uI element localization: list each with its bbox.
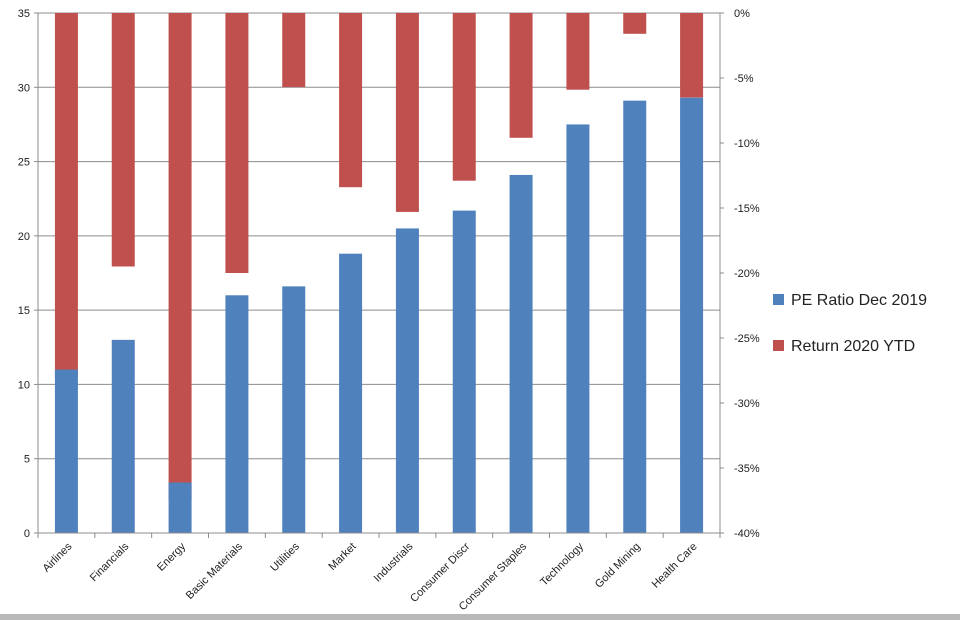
return-bar-basic-materials bbox=[225, 13, 249, 273]
return-bar-consumer-discr bbox=[452, 13, 476, 181]
x-axis-category-label: Health Care bbox=[650, 541, 700, 591]
x-axis-category-label: Financials bbox=[88, 540, 132, 584]
legend-swatch-return bbox=[773, 340, 784, 351]
pe-bar-health-care bbox=[680, 97, 704, 533]
left-axis-tick-label: 20 bbox=[18, 231, 30, 243]
x-axis-category-label: Utilities bbox=[268, 540, 302, 574]
right-axis-tick-label: -30% bbox=[734, 398, 760, 410]
x-axis-category-label: Airlines bbox=[41, 540, 75, 574]
legend-label-pe-ratio: PE Ratio Dec 2019 bbox=[791, 292, 927, 309]
return-bar-utilities bbox=[282, 13, 306, 88]
left-axis-tick-label: 30 bbox=[18, 82, 30, 94]
return-bar-consumer-staples bbox=[509, 13, 533, 138]
pe-bar-consumer-discr bbox=[452, 210, 476, 533]
x-axis-category-label: Gold Mining bbox=[593, 541, 643, 591]
right-axis-tick-label: -20% bbox=[734, 268, 760, 280]
pe-bar-industrials bbox=[395, 228, 419, 533]
return-bar-energy bbox=[168, 13, 192, 501]
x-axis-category-label: Technology bbox=[538, 540, 586, 588]
right-axis-tick-label: 0% bbox=[734, 8, 750, 20]
legend-swatch-pe-ratio bbox=[773, 294, 784, 305]
return-bar-airlines bbox=[54, 13, 78, 377]
legend-label-return: Return 2020 YTD bbox=[791, 338, 915, 355]
pe-bar-gold-mining bbox=[623, 100, 647, 534]
left-axis-tick-label: 25 bbox=[18, 157, 30, 169]
return-bar-gold-mining bbox=[623, 13, 647, 34]
right-axis-tick-label: -40% bbox=[734, 528, 760, 540]
x-axis-category-label: Basic Materials bbox=[184, 540, 246, 602]
window-bottom-edge bbox=[0, 614, 960, 620]
return-bar-technology bbox=[566, 13, 590, 90]
pe-bar-consumer-staples bbox=[509, 174, 533, 533]
x-axis-category-label: Market bbox=[326, 541, 358, 573]
right-axis-tick-label: -10% bbox=[734, 138, 760, 150]
x-axis-category-label: Energy bbox=[155, 540, 188, 573]
x-axis-category-label: Consumer Discr bbox=[408, 540, 472, 604]
left-axis-tick-label: 5 bbox=[24, 454, 30, 466]
pe-bar-financials bbox=[111, 339, 135, 533]
right-axis-tick-label: -25% bbox=[734, 333, 760, 345]
left-axis-tick-label: 0 bbox=[24, 528, 30, 540]
pe-bar-basic-materials bbox=[225, 295, 249, 533]
pe-bar-technology bbox=[566, 124, 590, 533]
right-axis-tick-label: -35% bbox=[734, 463, 760, 475]
pe-bar-airlines bbox=[54, 369, 78, 533]
return-bar-health-care bbox=[680, 13, 704, 98]
return-bar-financials bbox=[111, 13, 135, 267]
left-axis-tick-label: 10 bbox=[18, 379, 30, 391]
left-axis-tick-label: 35 bbox=[18, 8, 30, 20]
return-bar-industrials bbox=[395, 13, 419, 212]
x-axis-category-label: Industrials bbox=[372, 540, 416, 584]
pe-bar-utilities bbox=[282, 286, 306, 533]
left-axis-tick-label: 15 bbox=[18, 305, 30, 317]
return-bar-market bbox=[339, 13, 363, 188]
pe-bar-market bbox=[339, 253, 363, 533]
pe-bar-energy bbox=[168, 482, 192, 533]
right-axis-tick-label: -5% bbox=[734, 73, 754, 85]
right-axis-tick-label: -15% bbox=[734, 203, 760, 215]
